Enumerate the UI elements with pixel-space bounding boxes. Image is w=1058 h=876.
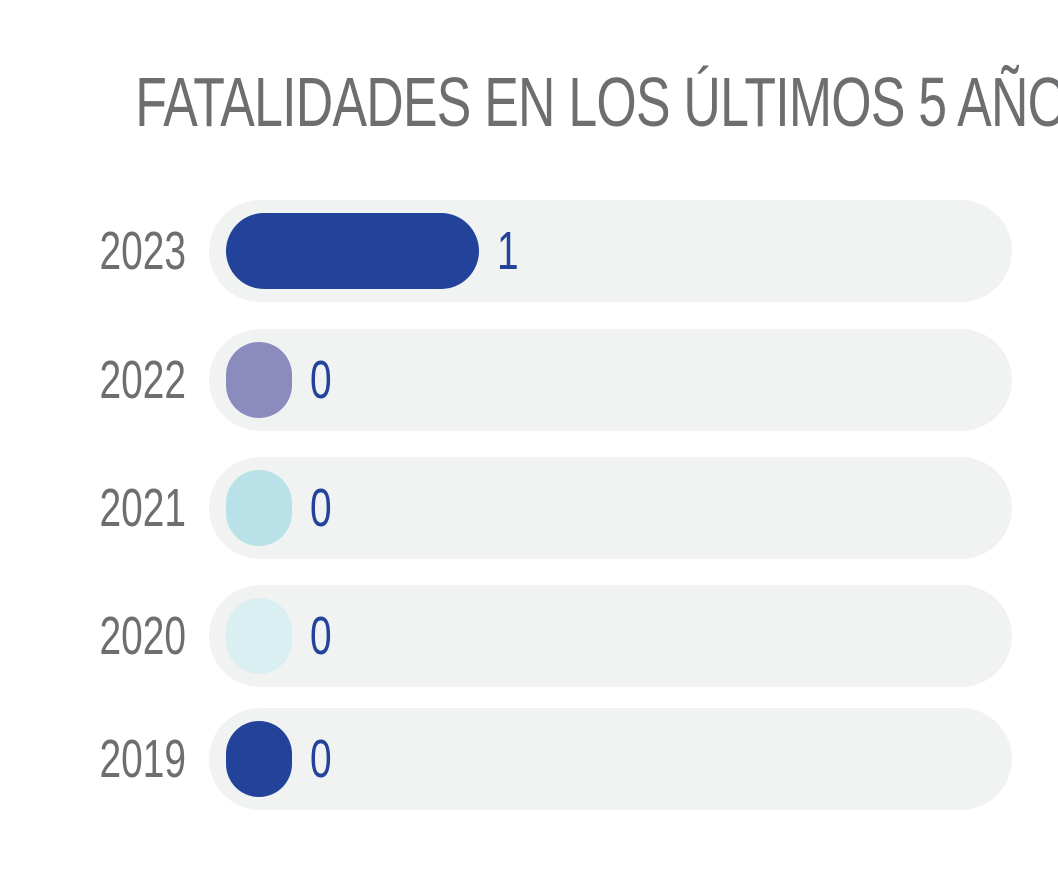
- category-label: 2022: [99, 350, 186, 410]
- bar-track: [209, 708, 1012, 810]
- value-label: 0: [310, 350, 332, 410]
- category-label: 2023: [99, 221, 186, 281]
- chart-title: FATALIDADES EN LOS ÚLTIMOS 5 AÑOS: [135, 63, 1058, 141]
- value-label: 1: [497, 221, 519, 281]
- bar: [226, 598, 292, 674]
- bar: [226, 470, 292, 546]
- bar-track: [209, 585, 1012, 687]
- bar-track: [209, 457, 1012, 559]
- value-label: 0: [310, 729, 332, 789]
- category-label: 2019: [99, 729, 186, 789]
- value-label: 0: [310, 606, 332, 666]
- bar-track: [209, 329, 1012, 431]
- bar: [226, 342, 292, 418]
- bar: [226, 721, 292, 797]
- bar: [226, 213, 479, 289]
- value-label: 0: [310, 478, 332, 538]
- category-label: 2020: [99, 606, 186, 666]
- category-label: 2021: [99, 478, 186, 538]
